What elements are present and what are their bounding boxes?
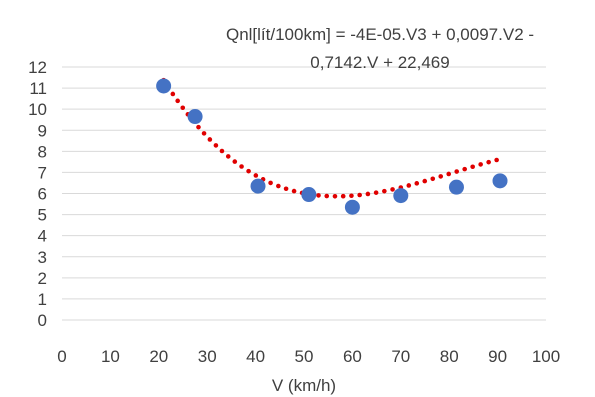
trendline-equation-line-2: 0,7142.V + 22,469	[310, 53, 449, 72]
y-tick-label: 9	[38, 121, 47, 140]
trendline-dot	[390, 187, 395, 192]
trendline-dot	[175, 98, 180, 104]
y-tick-label: 3	[38, 248, 47, 267]
trendline-dot	[170, 91, 176, 97]
trendline-dot	[365, 191, 371, 197]
trendline-dot	[406, 183, 412, 188]
data-point	[448, 179, 464, 195]
data-point	[250, 178, 266, 194]
data-point	[187, 109, 203, 125]
trendline-dot	[246, 168, 251, 174]
x-tick-label: 70	[391, 347, 410, 366]
trendline-dot	[324, 193, 330, 199]
trendline-dot	[382, 188, 387, 194]
x-tick-label: 20	[149, 347, 168, 366]
y-tick-label: 6	[38, 185, 47, 204]
trendline-dot	[253, 173, 259, 178]
trendline-dot	[201, 131, 207, 136]
x-tick-label: 100	[532, 347, 560, 366]
x-tick-label: 10	[101, 347, 120, 366]
y-tick-label: 4	[38, 227, 47, 246]
trendline-dot	[438, 174, 444, 179]
trendline-dot	[478, 162, 483, 167]
trendline-dot	[219, 148, 225, 154]
y-tick-label: 5	[38, 206, 47, 225]
trendline	[161, 77, 499, 199]
x-tick-label: 0	[57, 347, 66, 366]
trendline-dot	[430, 176, 436, 182]
data-point	[156, 78, 172, 94]
trendline-dot	[283, 186, 289, 192]
trendline-dot	[196, 124, 201, 130]
y-tick-label: 10	[28, 100, 47, 119]
data-point	[301, 187, 317, 203]
trendline-dot	[357, 192, 362, 198]
trendline-dot	[349, 193, 354, 199]
y-tick-label: 0	[38, 311, 47, 330]
trendline-dot	[207, 137, 213, 142]
trendline-dot	[291, 188, 297, 194]
data-points	[156, 78, 508, 215]
trendline-dot	[373, 190, 379, 195]
x-axis-title: V (km/h)	[272, 376, 336, 395]
trendline-dot	[454, 169, 460, 174]
x-tick-labels: 0 10 20 30 40 50 60 70 80 90 100	[57, 347, 560, 366]
y-tick-label: 7	[38, 163, 47, 182]
x-tick-label: 90	[488, 347, 507, 366]
trendline-dot	[232, 159, 238, 164]
x-tick-label: 60	[343, 347, 362, 366]
data-point	[344, 199, 360, 215]
trendline-dot	[462, 166, 467, 172]
data-point	[492, 173, 508, 189]
y-tick-label: 8	[38, 142, 47, 161]
x-tick-label: 40	[246, 347, 265, 366]
x-tick-label: 30	[198, 347, 217, 366]
trendline-dot	[470, 164, 475, 170]
trendline-dot	[494, 157, 499, 163]
grid-lines	[62, 66, 546, 321]
y-tick-label: 11	[29, 79, 47, 98]
trendline-dot	[239, 164, 244, 169]
trendline-dot	[213, 143, 219, 148]
trendline-dot	[446, 171, 452, 177]
trendline-dot	[268, 180, 273, 186]
trendline-dot	[180, 105, 186, 111]
y-tick-label: 1	[38, 290, 47, 309]
trendline-dot	[225, 154, 231, 159]
trendline-dot	[276, 183, 281, 189]
trendline-dot	[422, 178, 428, 184]
x-tick-label: 50	[295, 347, 314, 366]
trendline-dot	[414, 181, 420, 186]
trendline-dot	[332, 194, 338, 199]
x-tick-label: 80	[440, 347, 459, 366]
trendline-dot	[340, 193, 346, 199]
trendline-equation-line-1: Qnl[lít/100km] = -4E-05.V3 + 0,0097.V2 -	[226, 25, 534, 44]
trendline-dot	[486, 159, 491, 165]
y-tick-label: 12	[28, 58, 47, 77]
data-point	[393, 188, 409, 204]
trendline-dot	[316, 193, 321, 198]
y-tick-label: 2	[38, 269, 47, 288]
